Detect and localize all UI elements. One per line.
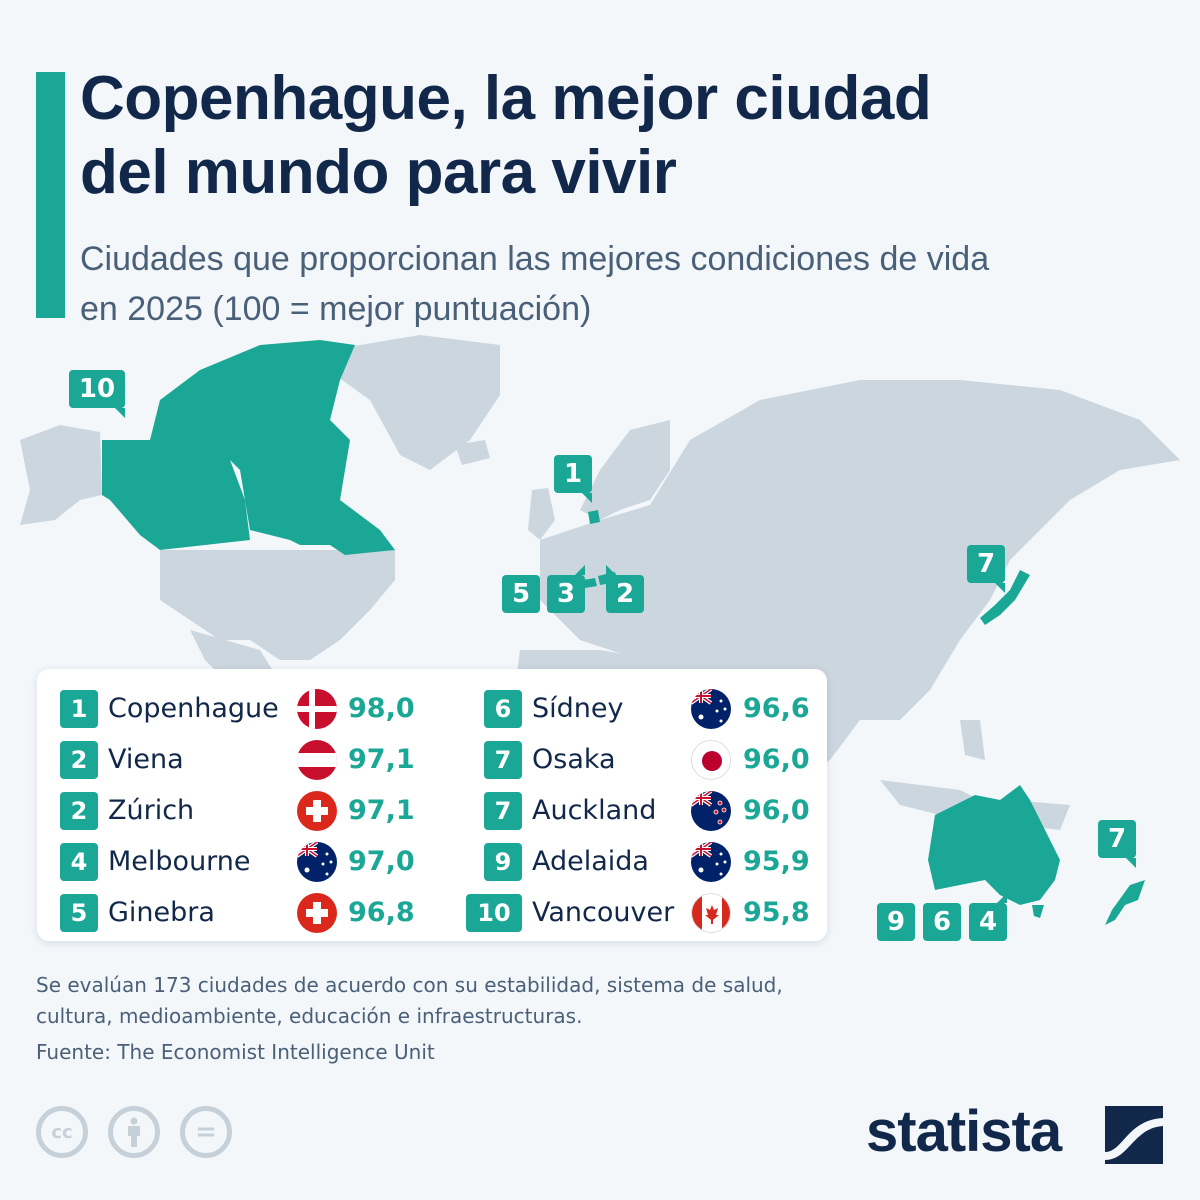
canada-flag-icon bbox=[691, 892, 731, 933]
city-name: Auckland bbox=[532, 795, 657, 826]
legend-row: 9 Adelaida 95,9 bbox=[466, 836, 816, 887]
rank-badge: 6 bbox=[484, 689, 522, 728]
city-name: Adelaida bbox=[532, 846, 649, 877]
subtitle-line-2: en 2025 (100 = mejor puntuación) bbox=[80, 290, 592, 328]
australia-shape bbox=[928, 785, 1060, 905]
highlighted-countries bbox=[102, 340, 1145, 925]
title-line-1: Copenhague, la mejor ciudad bbox=[80, 64, 932, 133]
city-name: Ginebra bbox=[108, 897, 215, 928]
map-marker-adelaida: 9 bbox=[877, 903, 915, 941]
map-marker-vancouver: 10 bbox=[69, 370, 125, 418]
alaska bbox=[20, 425, 102, 525]
denmark-flag-icon bbox=[297, 688, 337, 729]
rank-badge: 10 bbox=[466, 893, 522, 932]
switzerland-shape bbox=[583, 578, 597, 588]
map-marker-viena: 2 bbox=[606, 565, 644, 613]
accent-bar bbox=[36, 72, 65, 318]
iceland bbox=[455, 440, 490, 465]
usa bbox=[160, 550, 395, 660]
score-value: 97,0 bbox=[348, 846, 415, 877]
scandinavia bbox=[580, 420, 670, 520]
city-name: Osaka bbox=[532, 744, 616, 775]
no-derivatives-icon[interactable]: = bbox=[180, 1106, 232, 1158]
map-marker-zurich: 3 bbox=[547, 565, 585, 613]
legend-row: 4 Melbourne 97,0 bbox=[60, 836, 420, 887]
note-line-2: cultura, medioambiente, educación e infr… bbox=[36, 1004, 583, 1028]
subtitle-line-1: Ciudades que proporcionan las mejores co… bbox=[80, 240, 990, 278]
switzerland-flag-icon bbox=[297, 892, 337, 933]
score-value: 97,1 bbox=[348, 744, 415, 775]
legend-row: 7 Auckland 96,0 bbox=[466, 785, 816, 836]
rank-badge: 7 bbox=[484, 791, 522, 830]
score-value: 95,8 bbox=[743, 897, 810, 928]
statista-logo-icon[interactable] bbox=[1105, 1106, 1163, 1164]
city-name: Melbourne bbox=[108, 846, 251, 877]
new-zealand-shape bbox=[1105, 880, 1145, 925]
city-name: Zúrich bbox=[108, 795, 195, 826]
rank-badge: 7 bbox=[484, 740, 522, 779]
map-marker-auckland: 7 bbox=[1098, 820, 1136, 868]
score-value: 96,0 bbox=[743, 795, 810, 826]
map-marker-sidney: 6 bbox=[923, 903, 961, 941]
note-line-1: Se evalúan 173 ciudades de acuerdo con s… bbox=[36, 973, 783, 997]
australia-flag-icon bbox=[691, 688, 731, 729]
score-value: 96,8 bbox=[348, 897, 415, 928]
legend-row: 7 Osaka 96,0 bbox=[466, 734, 816, 785]
map-marker-osaka: 7 bbox=[967, 545, 1005, 593]
japan-shape bbox=[980, 570, 1030, 625]
australia-flag-icon bbox=[297, 841, 337, 882]
rank-badge: 4 bbox=[60, 842, 98, 881]
uk bbox=[528, 488, 555, 540]
score-value: 98,0 bbox=[348, 693, 415, 724]
legend-column-right: 6 Sídney 96,6 7 Osaka 96,0 7 Auckland 96… bbox=[466, 683, 816, 938]
philippines bbox=[960, 720, 985, 760]
map-marker-ginebra: 5 bbox=[502, 575, 540, 613]
austria-flag-icon bbox=[297, 739, 337, 780]
legend-column-left: 1 Copenhague 98,0 2 Viena 97,1 2 Zúrich … bbox=[60, 683, 420, 938]
rank-badge: 9 bbox=[484, 842, 522, 881]
legend-row: 10 Vancouver 95,8 bbox=[466, 887, 816, 938]
greenland bbox=[330, 335, 500, 470]
australia-flag-icon bbox=[691, 841, 731, 882]
score-value: 95,9 bbox=[743, 846, 810, 877]
rank-badge: 2 bbox=[60, 740, 98, 779]
city-name: Vancouver bbox=[532, 897, 675, 928]
denmark-shape bbox=[588, 510, 600, 524]
canada-shape bbox=[102, 340, 395, 555]
rank-badge: 5 bbox=[60, 893, 98, 932]
legend-row: 2 Viena 97,1 bbox=[60, 734, 420, 785]
statista-logo-text[interactable]: statista bbox=[866, 1099, 1062, 1164]
score-value: 96,6 bbox=[743, 693, 810, 724]
rank-badge: 2 bbox=[60, 791, 98, 830]
new-zealand-flag-icon bbox=[691, 790, 731, 831]
city-name: Viena bbox=[108, 744, 184, 775]
city-name: Copenhague bbox=[108, 693, 279, 724]
score-value: 96,0 bbox=[743, 744, 810, 775]
page-title: Copenhague, la mejor ciudad del mundo pa… bbox=[80, 62, 932, 210]
map-marker-copenhague: 1 bbox=[554, 455, 592, 503]
attribution-icon[interactable] bbox=[108, 1106, 160, 1158]
legend-row: 1 Copenhague 98,0 bbox=[60, 683, 420, 734]
tasmania-shape bbox=[1032, 905, 1044, 918]
city-name: Sídney bbox=[532, 693, 624, 724]
japan-flag-icon bbox=[691, 739, 731, 780]
score-value: 97,1 bbox=[348, 795, 415, 826]
title-line-2: del mundo para vivir bbox=[80, 138, 677, 207]
legend-row: 6 Sídney 96,6 bbox=[466, 683, 816, 734]
ranking-legend: 1 Copenhague 98,0 2 Viena 97,1 2 Zúrich … bbox=[37, 669, 827, 941]
legend-row: 5 Ginebra 96,8 bbox=[60, 887, 420, 938]
rank-badge: 1 bbox=[60, 689, 98, 728]
subtitle: Ciudades que proporcionan las mejores co… bbox=[80, 234, 1180, 334]
cc-icon[interactable]: cc bbox=[36, 1106, 88, 1158]
methodology-note: Se evalúan 173 ciudades de acuerdo con s… bbox=[36, 970, 783, 1032]
switzerland-flag-icon bbox=[297, 790, 337, 831]
legend-row: 2 Zúrich 97,1 bbox=[60, 785, 420, 836]
source-text: Fuente: The Economist Intelligence Unit bbox=[36, 1040, 435, 1064]
map-marker-melbourne: 4 bbox=[969, 893, 1007, 941]
